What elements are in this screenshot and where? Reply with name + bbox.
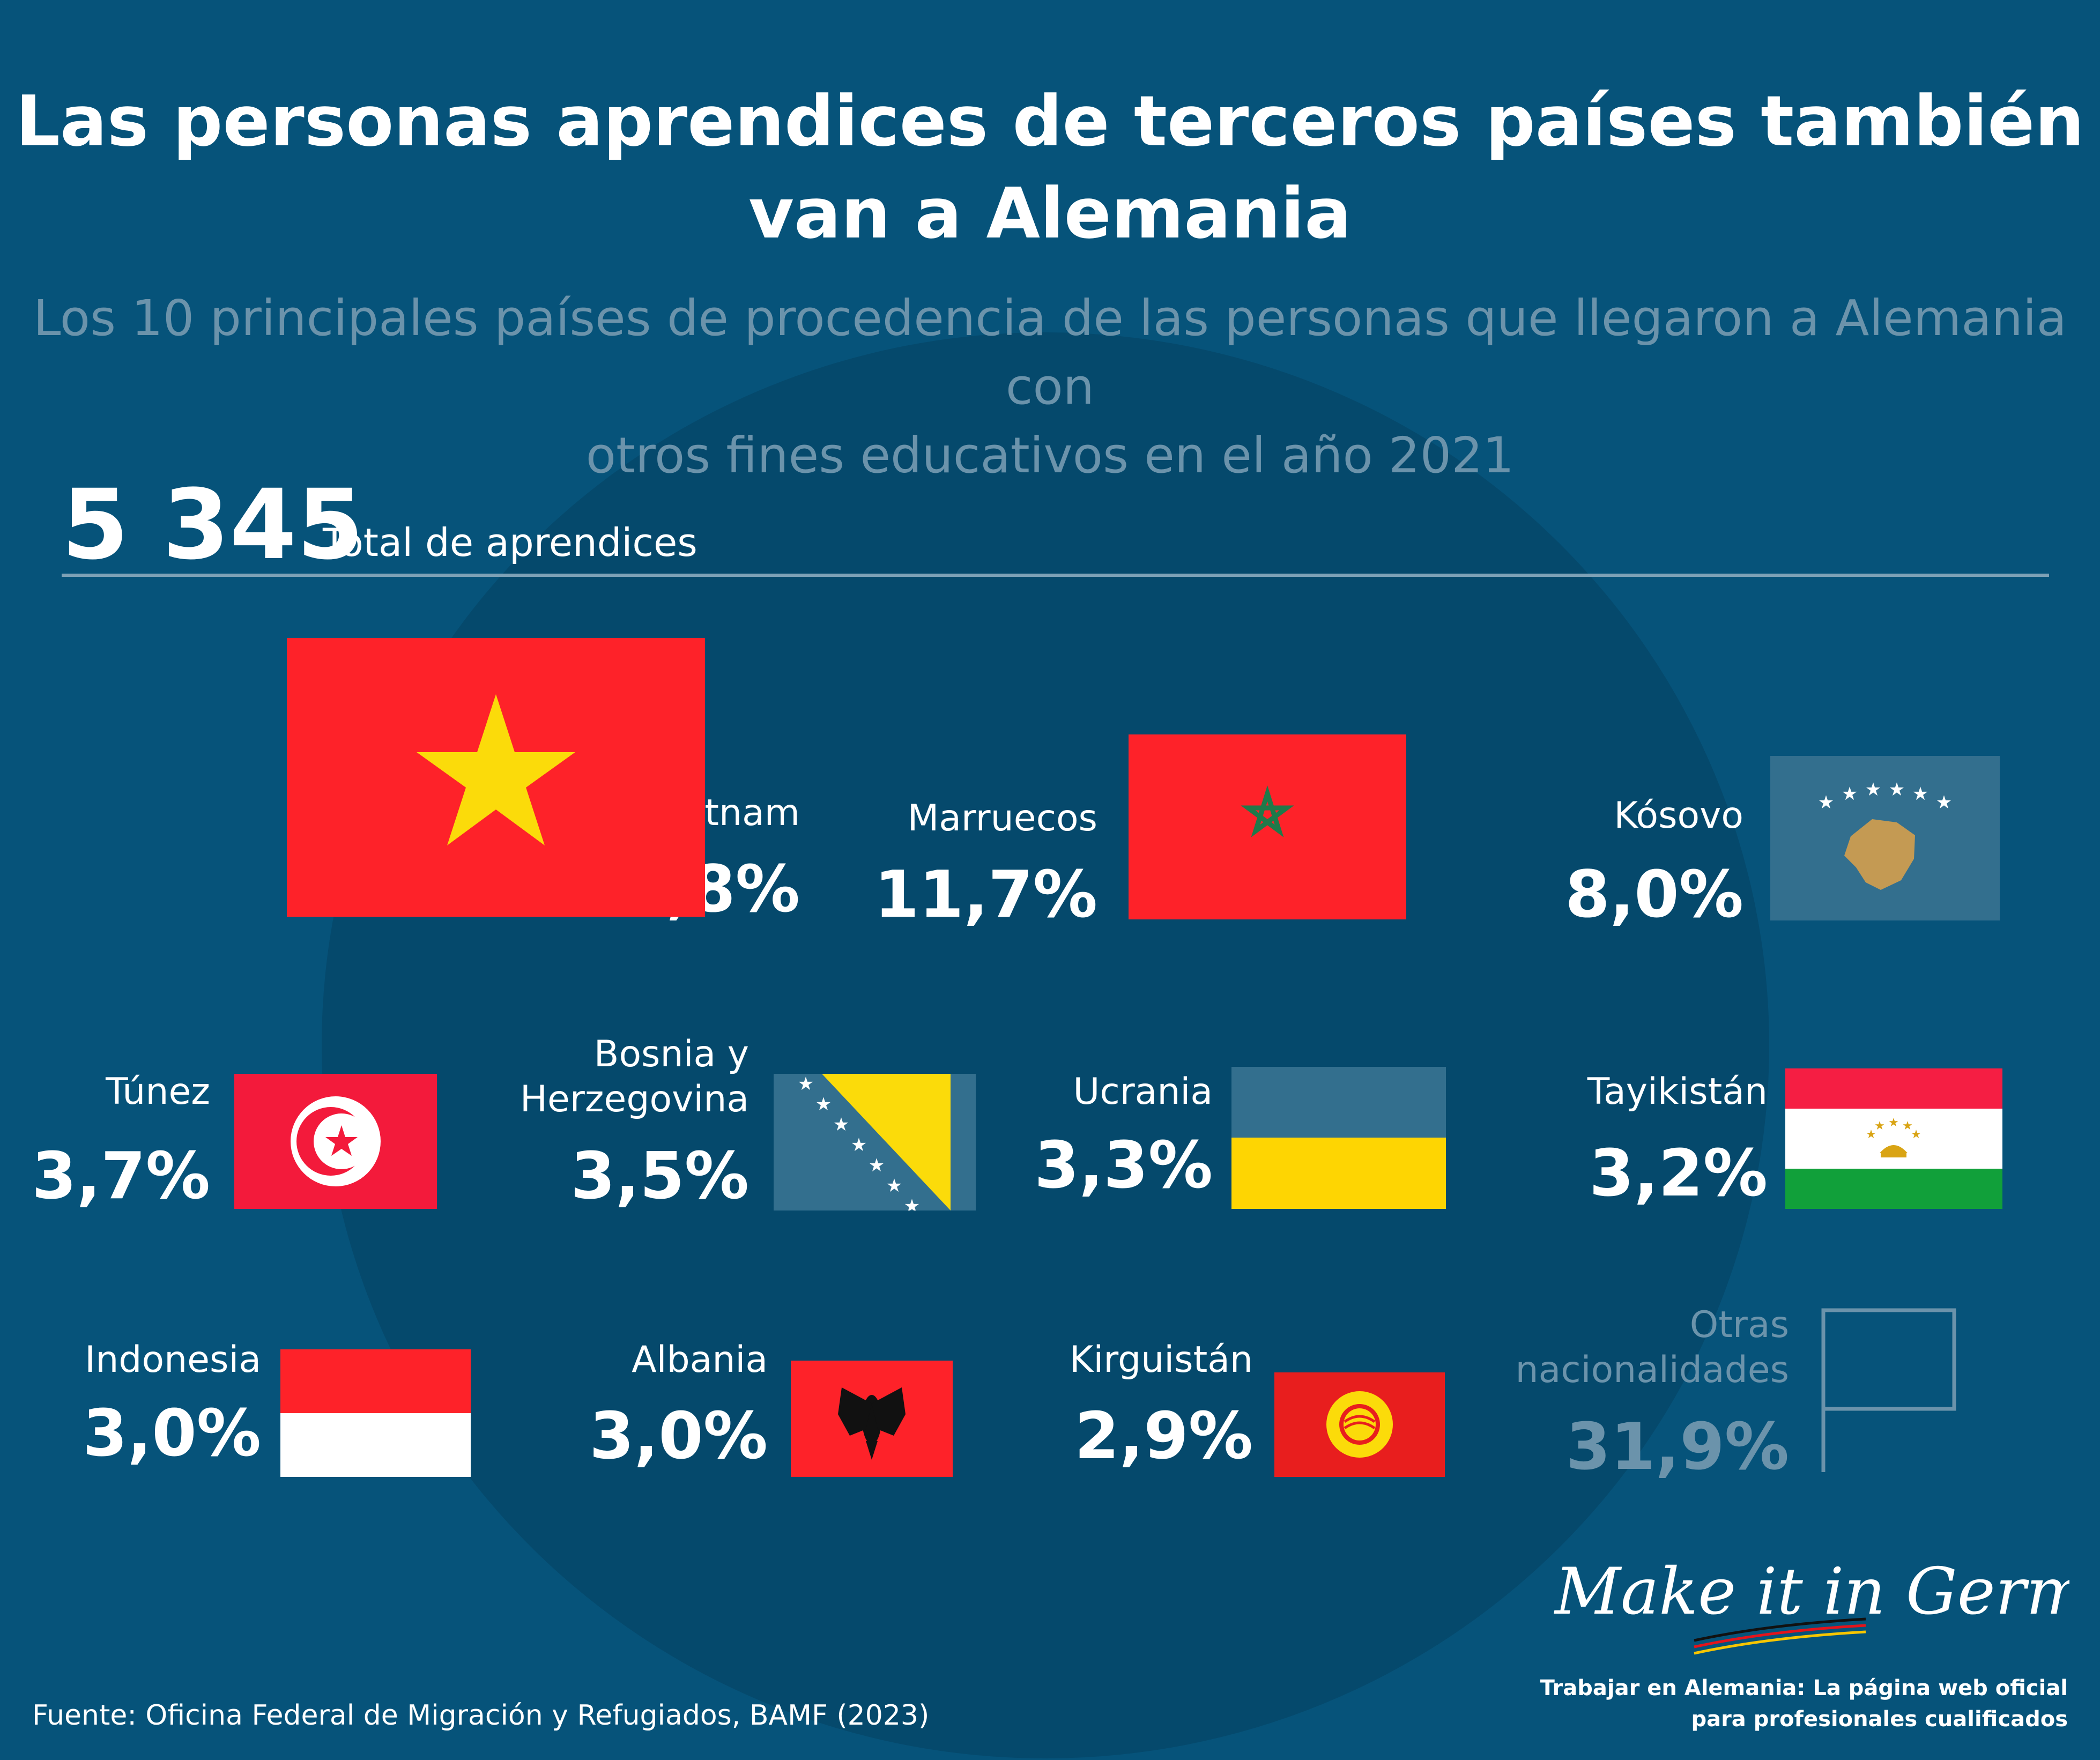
- svg-text:★: ★: [833, 1114, 849, 1135]
- country-percent-tayikistan: 3,2%: [1589, 1137, 1768, 1211]
- svg-text:★: ★: [1865, 779, 1881, 800]
- country-percent-kirguistan: 2,9%: [1074, 1399, 1253, 1474]
- svg-text:★: ★: [1874, 1119, 1885, 1133]
- title-line-1: Las personas aprendices de terceros país…: [16, 80, 2084, 162]
- country-label-ucrania: Ucrania: [1073, 1071, 1213, 1113]
- svg-text:★: ★: [886, 1175, 902, 1197]
- country-percent-albania: 3,0%: [589, 1399, 768, 1474]
- country-percent-indonesia: 3,0%: [83, 1397, 261, 1471]
- page-subtitle: Los 10 principales países de procedencia…: [0, 284, 2100, 490]
- tagline: Trabajar en Alemania: La página web ofic…: [1540, 1673, 2068, 1735]
- country-label-kosovo: Kósovo: [1614, 794, 1743, 837]
- page-title: Las personas aprendices de terceros país…: [0, 75, 2100, 259]
- globe-background: [322, 332, 1769, 1758]
- svg-text:★: ★: [869, 1155, 885, 1176]
- svg-text:★: ★: [1912, 783, 1928, 805]
- source-note: Fuente: Oficina Federal de Migración y R…: [32, 1699, 930, 1732]
- divider: [62, 574, 2049, 577]
- bosnia-flag: ★ ★ ★ ★ ★ ★ ★: [774, 1074, 976, 1211]
- svg-text:★: ★: [815, 1094, 832, 1115]
- subtitle-line-1: Los 10 principales países de procedencia…: [33, 289, 2067, 415]
- country-label-tayikistan: Tayikistán: [1587, 1071, 1768, 1113]
- indonesia-flag: [280, 1349, 471, 1477]
- total-label: Total de aprendices: [323, 520, 697, 565]
- country-label-kirguistan: Kirguistán: [1069, 1339, 1253, 1381]
- subtitle-line-2: otros fines educativos en el año 2021: [585, 427, 1515, 484]
- kyrgyzstan-flag: [1274, 1372, 1445, 1477]
- svg-text:★: ★: [1842, 783, 1858, 805]
- country-label-indonesia: Indonesia: [85, 1339, 261, 1381]
- country-percent-marruecos: 11,7%: [874, 858, 1097, 932]
- svg-text:★: ★: [1866, 1128, 1876, 1141]
- others-percent: 31,9%: [1565, 1410, 1789, 1484]
- svg-text:★: ★: [798, 1074, 814, 1095]
- country-percent-tunez: 3,7%: [32, 1139, 210, 1214]
- title-line-2: van a Alemania: [748, 173, 1352, 254]
- tajikistan-flag: ★ ★ ★ ★ ★: [1785, 1068, 2002, 1209]
- svg-text:★: ★: [1911, 1128, 1921, 1141]
- svg-text:★: ★: [1936, 792, 1952, 813]
- svg-text:★: ★: [1818, 792, 1834, 813]
- total-value: 5 345: [62, 469, 364, 581]
- empty-flag-icon: [1819, 1308, 1958, 1474]
- svg-text:★: ★: [1888, 1116, 1899, 1130]
- bosnia-label-line-1: Bosnia y: [593, 1033, 749, 1075]
- country-label-bosnia: Bosnia y Herzegovina: [520, 1032, 749, 1122]
- country-percent-kosovo: 8,0%: [1565, 858, 1743, 932]
- logo-text: Make it in Germany: [1554, 1555, 2069, 1629]
- others-label: Otras nacionalidades: [1516, 1303, 1789, 1393]
- kosovo-flag: ★ ★ ★ ★ ★ ★: [1770, 756, 2000, 920]
- tagline-line-1: Trabajar en Alemania: La página web ofic…: [1540, 1676, 2068, 1700]
- country-label-marruecos: Marruecos: [907, 797, 1097, 840]
- svg-text:★: ★: [1902, 1119, 1913, 1133]
- ukraine-flag: [1231, 1067, 1446, 1209]
- country-label-albania: Albania: [632, 1339, 768, 1381]
- tunisia-flag: [234, 1074, 437, 1209]
- svg-text:★: ★: [904, 1195, 920, 1211]
- others-label-line-1: Otras: [1689, 1304, 1789, 1346]
- albania-flag: [791, 1361, 953, 1477]
- tagline-line-2: para profesionales cualificados: [1691, 1707, 2068, 1732]
- bosnia-label-line-2: Herzegovina: [520, 1078, 749, 1120]
- country-percent-bosnia: 3,5%: [570, 1139, 749, 1214]
- make-it-in-germany-logo: Make it in Germany: [1544, 1533, 2100, 1667]
- vietnam-flag: [287, 638, 705, 917]
- svg-text:★: ★: [851, 1134, 867, 1156]
- country-label-tunez: Túnez: [106, 1071, 210, 1113]
- svg-text:★: ★: [1889, 779, 1905, 800]
- morocco-flag: [1129, 734, 1406, 919]
- country-percent-ucrania: 3,3%: [1034, 1128, 1213, 1203]
- others-label-line-2: nacionalidades: [1515, 1349, 1789, 1391]
